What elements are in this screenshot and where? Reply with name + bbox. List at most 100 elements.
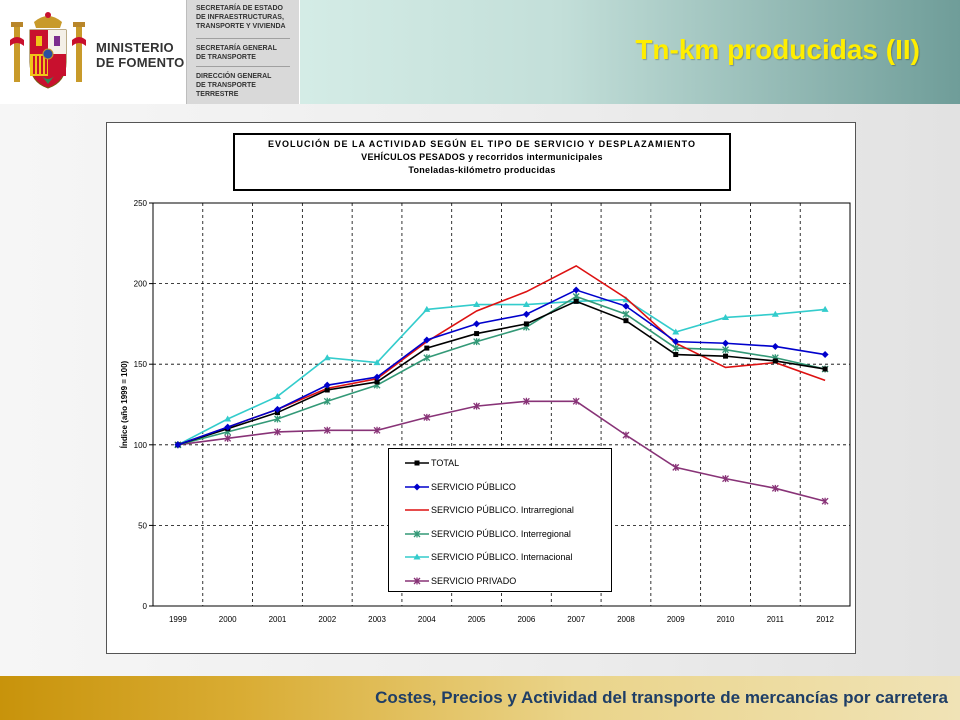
data-point (622, 431, 630, 439)
data-point (623, 318, 629, 324)
chart-title-box: EVOLUCIÓN DE LA ACTIVIDAD SEGÚN EL TIPO … (233, 133, 731, 191)
legend-item: SERVICIO PÚBLICO (389, 478, 611, 498)
data-point (323, 354, 331, 361)
data-point (224, 434, 232, 442)
legend-swatch (405, 577, 429, 584)
agency-secretaria-general: SECRETARÍA GENERAL DE TRANSPORTE (196, 45, 277, 61)
agency-divider (196, 66, 290, 67)
spain-coat-of-arms-icon (10, 12, 86, 89)
data-point (424, 345, 430, 351)
data-point (672, 338, 680, 346)
y-tick-label: 150 (134, 360, 148, 369)
legend-swatch-marker (413, 483, 421, 490)
data-point (224, 423, 232, 431)
data-point (722, 475, 729, 483)
legend-label: SERVICIO PÚBLICO (431, 481, 516, 492)
data-point (423, 354, 431, 362)
x-tick-label: 2001 (269, 615, 287, 624)
legend-swatch (405, 460, 429, 466)
data-point (274, 428, 281, 436)
y-tick-label: 200 (134, 280, 148, 289)
data-point (622, 302, 630, 310)
data-point (373, 359, 381, 366)
x-tick-label: 2008 (617, 615, 635, 624)
data-point (374, 379, 380, 385)
y-axis-label: Índice (año 1999 = 100) (120, 360, 129, 448)
data-point (771, 484, 779, 492)
data-point (722, 339, 730, 347)
series-line (177, 300, 826, 446)
chart-title: EVOLUCIÓN DE LA ACTIVIDAD SEGÚN EL TIPO … (267, 139, 697, 149)
series-line (177, 289, 826, 446)
legend-item: SERVICIO PRIVADO (389, 572, 611, 592)
ministry-logo: MINISTERIO DE FOMENTO (0, 0, 186, 104)
x-tick-label: 2006 (517, 615, 535, 624)
data-point (572, 292, 580, 300)
legend-label: SERVICIO PÚBLICO. Interregional (431, 528, 571, 539)
data-point (174, 441, 182, 449)
data-point (672, 328, 680, 335)
legend-item: TOTAL (389, 454, 611, 474)
x-tick-label: 2011 (767, 615, 785, 624)
y-tick-label: 0 (143, 602, 148, 611)
agency-secretaria-estado: SECRETARÍA DE ESTADO DE INFRAESTRUCTURAS… (196, 5, 286, 30)
chart-subtitle-units: Toneladas-kilómetro producidas (408, 165, 556, 175)
chart-area: 0 50 100 150 200 250 1999 2000 2001 2002 2003 2004 2… (106, 122, 856, 654)
data-point (274, 415, 281, 423)
legend-item: SERVICIO PÚBLICO. Intrarregional (389, 501, 611, 521)
slide-header: MINISTERIO DE FOMENTO SECRETARÍA DE ESTA… (0, 0, 960, 104)
data-point (522, 310, 530, 318)
data-point (522, 397, 530, 405)
data-point (323, 397, 331, 405)
y-tick-label: 100 (134, 441, 148, 450)
data-point (723, 353, 729, 359)
series-line (177, 298, 826, 446)
agency-divider (196, 38, 290, 39)
data-point (224, 415, 232, 422)
legend-swatch-marker (413, 553, 421, 560)
data-point (672, 344, 680, 352)
y-tick-label: 50 (138, 521, 147, 530)
x-tick-label: 2012 (816, 615, 834, 624)
chart-legend: TOTAL SERVICIO PÚBLICO SERVICIO PÚBLICO. I… (388, 448, 612, 592)
legend-label: SERVICIO PÚBLICO. Intrarregional (431, 505, 574, 515)
y-tick-label: 250 (134, 199, 148, 208)
x-tick-label: 1999 (169, 615, 187, 624)
data-point (423, 305, 431, 312)
legend-swatch (405, 509, 429, 511)
x-tick-label: 2009 (667, 615, 685, 624)
legend-label: TOTAL (431, 458, 460, 468)
data-point (771, 342, 779, 350)
agency-direccion-general: DIRECCIÓN GENERAL DE TRANSPORTE TERRESTR… (196, 73, 272, 98)
x-tick-label: 2010 (717, 615, 735, 624)
data-point (722, 346, 729, 354)
data-point (473, 301, 481, 308)
x-tick-label: 2003 (368, 615, 386, 624)
legend-item: SERVICIO PÚBLICO. Interregional (389, 525, 611, 545)
legend-swatch-marker (414, 460, 420, 466)
data-point (821, 497, 829, 505)
data-point (572, 397, 580, 405)
series-line (177, 295, 826, 446)
data-point (572, 286, 580, 294)
x-tick-label: 2002 (318, 615, 336, 624)
legend-swatch (405, 530, 429, 537)
data-point (324, 387, 330, 393)
footer-text: Costes, Precios y Actividad del transpor… (375, 688, 948, 707)
data-point (772, 358, 778, 364)
data-point (672, 463, 680, 471)
legend-label: SERVICIO PÚBLICO. Internacional (431, 552, 573, 562)
legend-swatch (405, 553, 429, 560)
slide-footer: Costes, Precios y Actividad del transpor… (0, 676, 960, 720)
data-point (323, 426, 331, 434)
legend-swatch (405, 483, 429, 490)
data-point (423, 336, 431, 344)
series-line (177, 400, 826, 502)
legend-swatch-marker (413, 577, 421, 584)
data-point (373, 426, 381, 434)
data-point (673, 352, 679, 358)
data-point (474, 331, 480, 337)
data-point (522, 301, 530, 308)
slide-title: Tn-km producidas (II) (635, 34, 920, 65)
data-point (622, 310, 630, 318)
